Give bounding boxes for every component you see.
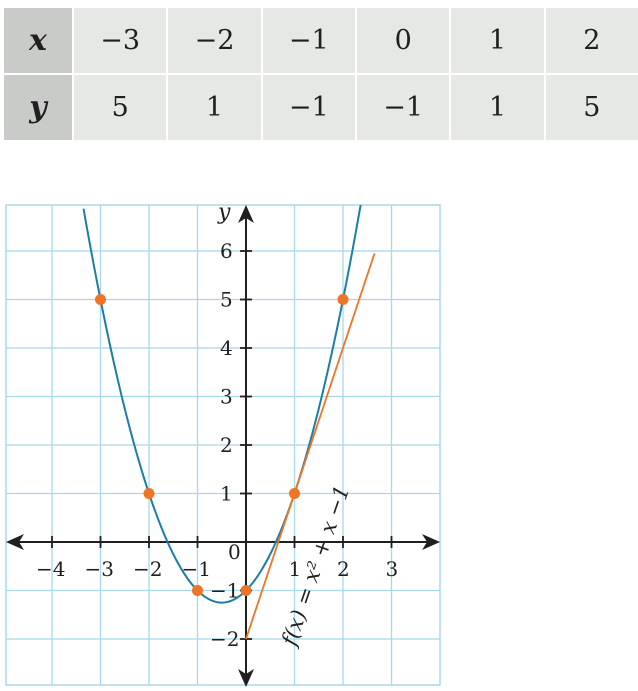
- data-point: [192, 585, 203, 596]
- y-tick-label: 5: [220, 288, 233, 312]
- x-tick-label: 3: [386, 557, 399, 581]
- x-value-cell: 1: [451, 8, 544, 73]
- y-tick-label: 1: [220, 482, 233, 506]
- x-header-cell: x: [4, 8, 72, 73]
- y-tick-label: 3: [220, 385, 233, 409]
- x-tick-label: −4: [36, 557, 65, 581]
- y-value-cell: −1: [357, 75, 450, 140]
- x-tick-label: −2: [133, 557, 162, 581]
- y-value-cell: 1: [168, 75, 261, 140]
- value-table: x −3 −2 −1 0 1 2 y 5 1 −1 −1 1 5: [4, 8, 638, 140]
- data-point: [95, 294, 106, 305]
- y-tick-label: 6: [220, 239, 233, 263]
- y-tick-label: −2: [210, 627, 239, 651]
- x-tick-label: −3: [85, 557, 114, 581]
- origin-label: 0: [228, 540, 241, 564]
- y-value-cell: 5: [74, 75, 167, 140]
- x-value-cell: 0: [357, 8, 450, 73]
- x-value-cell: −1: [262, 8, 355, 73]
- data-point: [337, 294, 349, 305]
- tangent-line: [245, 253, 376, 640]
- x-axis-left-arrow: [6, 534, 24, 550]
- parabola-curve: [82, 205, 362, 604]
- y-header-cell: y: [4, 75, 72, 140]
- x-value-cell: −2: [168, 8, 261, 73]
- data-point: [289, 488, 300, 499]
- x-axis-right-arrow: [422, 534, 440, 550]
- y-axis-label: y: [217, 200, 231, 225]
- y-value-cell: −1: [262, 75, 355, 140]
- x-value-cell: 2: [545, 8, 638, 73]
- y-axis-bottom-arrow: [238, 669, 254, 687]
- x-tick-label: 2: [337, 557, 350, 581]
- data-point: [240, 585, 252, 596]
- y-axis-top-arrow: [238, 205, 254, 223]
- y-value-cell: 1: [451, 75, 544, 140]
- y-tick-label: 2: [220, 433, 233, 457]
- y-tick-label: 4: [220, 336, 233, 360]
- y-value-cell: 5: [545, 75, 638, 140]
- data-point: [143, 488, 155, 499]
- x-value-cell: −3: [74, 8, 167, 73]
- x-tick-label: 1: [289, 557, 302, 581]
